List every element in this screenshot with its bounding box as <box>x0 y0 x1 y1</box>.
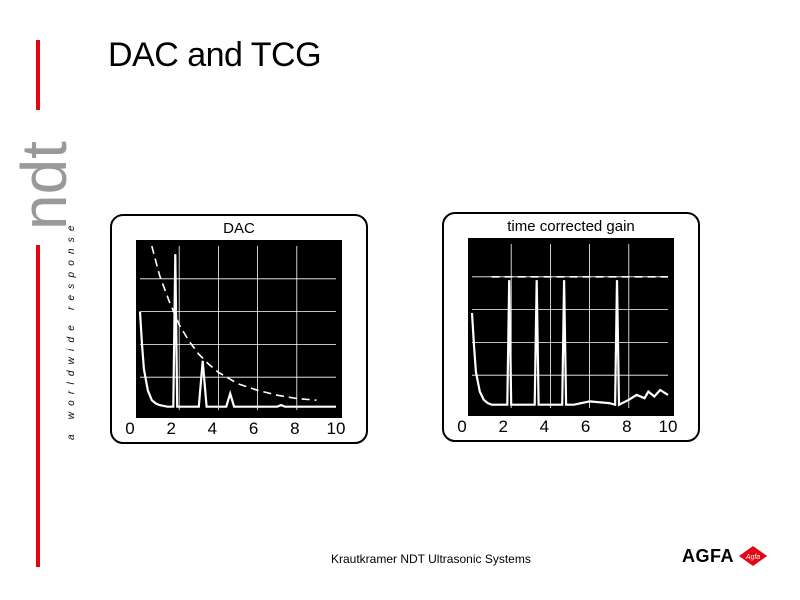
ndt-logo-text: ndt <box>14 141 74 230</box>
x-tick-label: 0 <box>457 417 467 436</box>
x-tick-label: 4 <box>539 417 550 436</box>
x-tick-label: 0 <box>125 419 135 438</box>
dac-chart <box>138 245 336 410</box>
x-tick-label: 2 <box>498 417 508 436</box>
red-rule-top <box>36 40 40 110</box>
slogan: a worldwide response <box>66 219 77 440</box>
correction-curve <box>151 245 317 401</box>
red-rule-bottom <box>36 245 40 567</box>
agfa-wordmark: AGFA <box>682 545 735 566</box>
x-tick-label: 4 <box>207 419 218 438</box>
slide-title: DAC and TCG <box>108 36 322 74</box>
tcg-chart-title: time corrected gain <box>507 218 635 235</box>
x-tick-label: 6 <box>580 417 591 436</box>
agfa-rhombus-text: Agfa <box>745 554 761 561</box>
echo-trace <box>470 280 669 407</box>
agfa-rhombus-icon: Agfa <box>739 546 768 566</box>
x-tick-label: 6 <box>248 419 259 438</box>
dac-x-ticks: 0 2 4 6 8 10 <box>124 419 354 439</box>
x-tick-label: 8 <box>290 419 300 438</box>
x-tick-label: 10 <box>658 417 678 436</box>
echo-trace <box>138 254 336 408</box>
footer-text: Krautkramer NDT Ultrasonic Systems <box>331 552 531 566</box>
dac-chart-panel: DAC 0 2 4 6 8 10 <box>110 214 368 444</box>
tcg-chart-screen <box>468 238 674 416</box>
x-tick-label: 8 <box>622 417 632 436</box>
x-tick-label: 10 <box>326 419 346 438</box>
x-tick-label: 2 <box>166 419 176 438</box>
tcg-x-ticks: 0 2 4 6 8 10 <box>456 417 686 437</box>
ndt-logo: ndt <box>14 141 74 230</box>
agfa-logo: AGFA Agfa <box>682 545 768 567</box>
tcg-chart-panel: time corrected gain 0 2 4 6 8 10 <box>442 212 700 442</box>
tcg-chart <box>470 244 669 408</box>
dac-chart-screen <box>136 240 342 418</box>
dac-chart-title: DAC <box>223 220 255 237</box>
